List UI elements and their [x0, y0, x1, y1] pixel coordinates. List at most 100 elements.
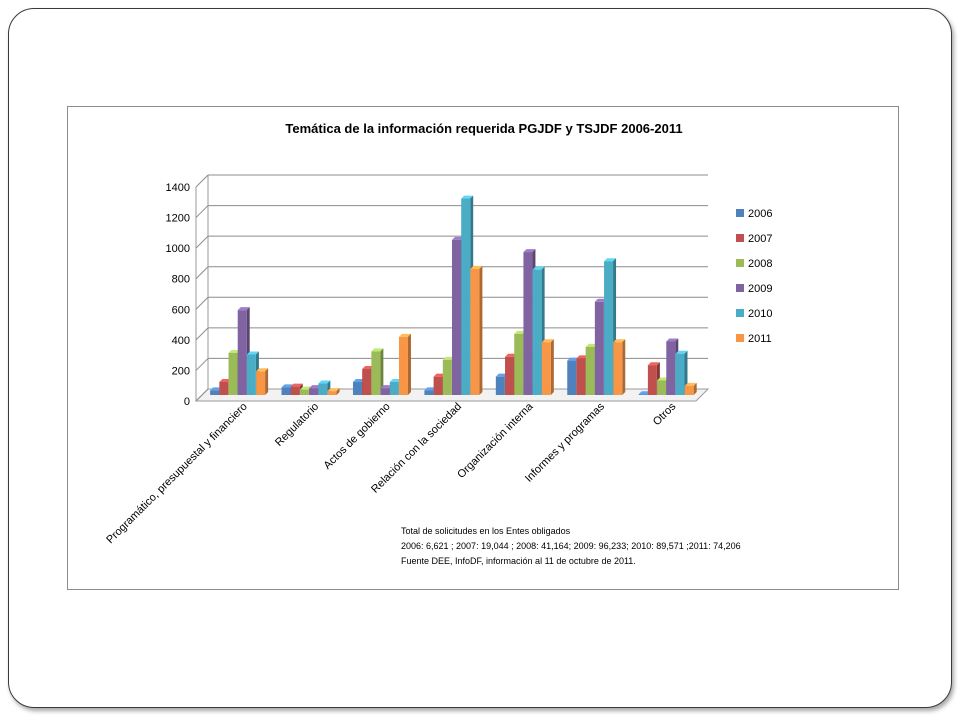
bar-top	[523, 249, 536, 253]
bar-top	[352, 379, 365, 383]
chart-frame: Temática de la información requerida PGJ…	[67, 106, 899, 590]
bar-front	[281, 387, 291, 395]
bar-front	[362, 369, 372, 395]
legend-swatch	[736, 259, 744, 267]
bar-front	[210, 390, 220, 395]
bar-top	[442, 356, 455, 360]
bar-top	[210, 387, 223, 391]
bar-front	[594, 301, 604, 395]
y-tick-label: 0	[184, 396, 190, 408]
legend-label: 2010	[748, 308, 772, 320]
bar-top	[532, 266, 545, 270]
bar-top	[585, 343, 598, 347]
x-tick-label: Informes y programas	[523, 400, 607, 484]
gridline-side	[195, 174, 209, 188]
bar-front	[541, 342, 551, 395]
y-tick-label: 1000	[166, 243, 190, 255]
bar-front	[576, 358, 586, 395]
bar-front	[424, 390, 434, 395]
bar-top	[389, 379, 402, 383]
gridline-side	[195, 205, 209, 218]
bar-top	[299, 386, 312, 390]
bar	[398, 333, 411, 395]
gridline-side	[195, 358, 209, 371]
slide: Temática de la información requerida PGJ…	[8, 8, 952, 708]
bar-top	[613, 339, 626, 343]
bar-front	[246, 354, 256, 395]
x-tick-label: Actos de gobierno	[322, 401, 393, 472]
bar	[541, 339, 554, 395]
legend-swatch	[736, 234, 744, 242]
y-tick-label: 1400	[166, 182, 190, 194]
legend-label: 2009	[748, 283, 772, 295]
x-tick-label: Organización interna	[455, 400, 536, 481]
y-tick-label: 800	[172, 274, 190, 286]
x-tick-label: Regulatorio	[273, 401, 321, 449]
bar	[684, 382, 697, 395]
bar-front	[684, 385, 694, 395]
bar-top	[371, 348, 384, 352]
bar-front	[452, 239, 461, 395]
y-tick-label: 200	[172, 365, 190, 377]
bar-front	[219, 382, 229, 395]
note-line: 2006: 6,621 ; 2007: 19,044 ; 2008: 41,16…	[401, 541, 741, 551]
bar	[371, 348, 384, 395]
gridline-side	[195, 327, 209, 341]
bar	[613, 339, 626, 395]
bar-side	[550, 339, 554, 395]
bar-side	[693, 382, 697, 395]
note-line: Fuente DEE, InfoDF, información al 11 de…	[401, 556, 636, 566]
bar-top	[594, 298, 607, 302]
legend-label: 2008	[748, 258, 772, 270]
y-axis-ticks: 0 200 400 600 800 1000 1200 1400	[166, 182, 190, 408]
bar-top	[237, 307, 250, 311]
bar-front	[398, 336, 408, 395]
legend-swatch	[736, 309, 744, 317]
chart-title: Temática de la información requerida PGJ…	[285, 121, 682, 136]
bar-front	[657, 380, 667, 395]
bar-front	[585, 346, 595, 395]
gridline-side	[195, 266, 209, 280]
bar-side	[407, 333, 411, 395]
bar-front	[389, 382, 399, 395]
bar-top	[318, 380, 331, 384]
bar-front	[666, 341, 676, 395]
bar-top	[362, 366, 375, 370]
bar-top	[327, 388, 340, 392]
bar-top	[461, 195, 474, 199]
bar-side	[622, 339, 626, 395]
bar-chart: Temática de la información requerida PGJ…	[104, 121, 772, 566]
bar-side	[265, 368, 269, 395]
bar	[470, 265, 483, 395]
bar-top	[398, 333, 411, 337]
gridline-side	[195, 235, 209, 249]
bar-top	[290, 383, 303, 387]
bar-side	[479, 265, 483, 395]
bar-front	[505, 356, 515, 395]
bar-top	[380, 385, 393, 389]
bar-top	[576, 355, 589, 359]
legend-swatch	[736, 334, 744, 342]
bar-top	[684, 382, 697, 386]
bar-front	[567, 360, 577, 395]
x-tick-label: Otros	[651, 400, 679, 428]
bar-front	[442, 359, 452, 395]
bar-front	[309, 388, 319, 395]
gridline-side	[195, 296, 209, 310]
bar-top	[309, 385, 322, 389]
bar-front	[604, 261, 614, 395]
gridline-side	[195, 388, 209, 402]
y-tick-label: 400	[172, 335, 190, 347]
bar-front	[523, 252, 533, 395]
legend-label: 2007	[748, 233, 772, 245]
bar-top	[675, 350, 688, 354]
bar-front	[299, 389, 309, 395]
y-tick-label: 600	[172, 304, 190, 316]
chart-notes: Total de solicitudes en los Entes obliga…	[401, 526, 741, 566]
bar-top	[604, 258, 617, 262]
bar-top	[470, 265, 483, 269]
bar-top	[638, 391, 651, 395]
bar-top	[246, 351, 259, 355]
bar	[256, 368, 269, 395]
legend-label: 2011	[748, 333, 772, 345]
